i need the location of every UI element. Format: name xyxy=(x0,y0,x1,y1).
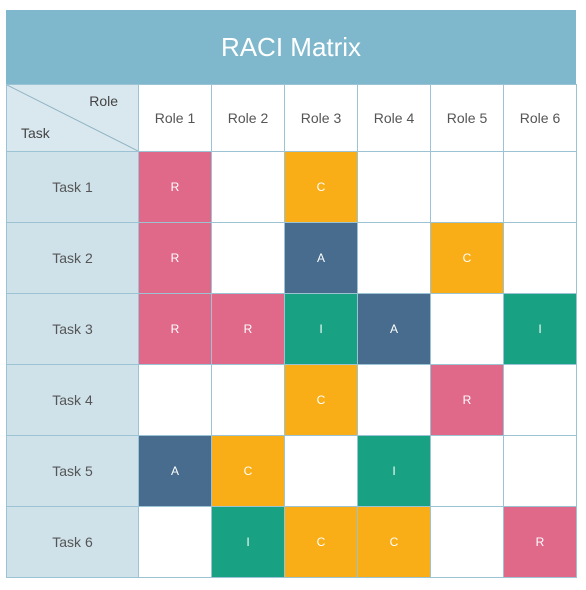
raci-cell-empty xyxy=(430,435,504,507)
raci-cell-empty xyxy=(357,364,431,436)
raci-cell-c: C xyxy=(211,435,285,507)
corner-task-label: Task xyxy=(21,125,50,141)
task-label: Task 2 xyxy=(6,222,139,294)
task-label: Task 5 xyxy=(6,435,139,507)
raci-cell-empty xyxy=(503,435,577,507)
raci-cell-empty xyxy=(503,151,577,223)
task-label: Task 1 xyxy=(6,151,139,223)
raci-cell-empty xyxy=(357,222,431,294)
corner-cell: Role Task xyxy=(6,84,139,152)
raci-cell-empty xyxy=(211,364,285,436)
header-row: Role Task Role 1 Role 2 Role 3 Role 4 Ro… xyxy=(6,84,577,152)
raci-cell-empty xyxy=(211,222,285,294)
raci-table: Role Task Role 1 Role 2 Role 3 Role 4 Ro… xyxy=(6,84,577,578)
role-header: Role 1 xyxy=(138,84,212,152)
raci-cell-c: C xyxy=(284,364,358,436)
role-header: Role 4 xyxy=(357,84,431,152)
raci-cell-r: R xyxy=(138,151,212,223)
raci-cell-r: R xyxy=(503,506,577,578)
raci-cell-a: A xyxy=(284,222,358,294)
raci-cell-empty xyxy=(138,506,212,578)
raci-cell-empty xyxy=(430,506,504,578)
raci-cell-r: R xyxy=(430,364,504,436)
matrix-title: RACI Matrix xyxy=(6,10,576,84)
raci-cell-i: I xyxy=(211,506,285,578)
raci-cell-r: R xyxy=(138,222,212,294)
task-label: Task 6 xyxy=(6,506,139,578)
raci-cell-c: C xyxy=(284,506,358,578)
role-header: Role 6 xyxy=(503,84,577,152)
role-header: Role 2 xyxy=(211,84,285,152)
raci-cell-empty xyxy=(284,435,358,507)
raci-cell-empty xyxy=(503,222,577,294)
raci-cell-empty xyxy=(430,151,504,223)
raci-cell-empty xyxy=(430,293,504,365)
raci-cell-empty xyxy=(503,364,577,436)
raci-cell-c: C xyxy=(430,222,504,294)
raci-cell-i: I xyxy=(503,293,577,365)
raci-cell-empty xyxy=(211,151,285,223)
diagonal-divider xyxy=(7,85,138,151)
role-header: Role 5 xyxy=(430,84,504,152)
corner-role-label: Role xyxy=(89,93,118,109)
raci-cell-c: C xyxy=(284,151,358,223)
raci-cell-a: A xyxy=(138,435,212,507)
raci-cell-empty xyxy=(357,151,431,223)
task-rows: Task 1 R C Task 2 R A C Task 3 R R I A I Task 4 C R Task… xyxy=(6,151,577,578)
raci-matrix: RACI Matrix Role Task Role 1 Role 2 Role… xyxy=(6,10,577,578)
raci-cell-r: R xyxy=(138,293,212,365)
raci-cell-a: A xyxy=(357,293,431,365)
raci-cell-c: C xyxy=(357,506,431,578)
task-label: Task 4 xyxy=(6,364,139,436)
task-label: Task 3 xyxy=(6,293,139,365)
raci-cell-empty xyxy=(138,364,212,436)
raci-cell-i: I xyxy=(284,293,358,365)
role-header: Role 3 xyxy=(284,84,358,152)
raci-cell-i: I xyxy=(357,435,431,507)
raci-cell-r: R xyxy=(211,293,285,365)
